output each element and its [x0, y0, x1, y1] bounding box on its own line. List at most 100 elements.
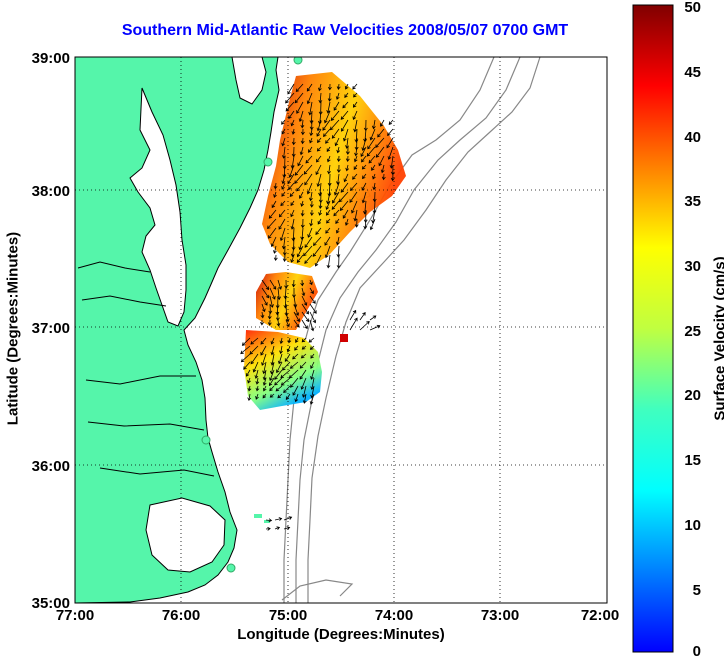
- velocity-arrow: [316, 155, 322, 163]
- velocity-arrow: [294, 173, 304, 184]
- y-tick-label: 38:00: [32, 183, 70, 200]
- velocity-arrow: [280, 377, 291, 386]
- velocity-arrow: [290, 209, 295, 218]
- velocity-arrow: [275, 385, 283, 392]
- velocity-arrow: [306, 83, 313, 92]
- velocity-arrow: [269, 393, 275, 398]
- map-frame: [74, 56, 608, 604]
- velocity-arrow: [309, 137, 313, 144]
- colorbar: [632, 4, 674, 653]
- velocity-arrow: [252, 361, 259, 373]
- velocity-arrow: [261, 303, 266, 313]
- velocity-arrow: [240, 345, 251, 355]
- velocity-arrow: [303, 164, 313, 175]
- velocity-arrow: [278, 209, 286, 218]
- velocity-arrow: [283, 526, 291, 530]
- map-grid: [75, 57, 607, 603]
- velocity-arrow: [261, 279, 270, 291]
- velocity-arrow: [326, 191, 331, 205]
- velocity-arrow: [352, 173, 358, 180]
- velocity-arrow: [375, 137, 385, 148]
- velocity-arrow: [316, 128, 322, 137]
- velocity-arrow: [349, 317, 358, 331]
- velocity-arrow: [344, 83, 349, 90]
- velocity-arrow: [363, 218, 368, 230]
- velocity-arrow: [324, 245, 331, 259]
- velocity-arrow: [300, 218, 305, 229]
- velocity-arrow: [291, 137, 296, 146]
- velocity-arrow: [265, 518, 273, 523]
- velocity-arrow: [309, 128, 314, 137]
- velocity-arrow: [303, 245, 313, 257]
- velocity-arrow: [381, 173, 386, 181]
- velocity-arrow: [317, 218, 322, 225]
- island-shard: [264, 520, 270, 523]
- velocity-arrow: [291, 227, 296, 242]
- y-tick-label: 35:00: [32, 595, 70, 612]
- velocity-arrow: [281, 137, 286, 147]
- velocity-arrow: [361, 191, 367, 204]
- velocity-arrow: [326, 218, 331, 224]
- radar-station-marker: [201, 435, 211, 445]
- velocity-arrow: [318, 92, 323, 104]
- colorbar-tick-label: 25: [684, 323, 701, 340]
- velocity-arrow: [274, 526, 281, 531]
- velocity-arrow: [291, 128, 296, 135]
- velocity-arrow: [367, 137, 376, 150]
- velocity-arrow: [306, 92, 313, 105]
- x-tick-label: 72:00: [581, 607, 619, 624]
- velocity-arrow: [245, 369, 251, 377]
- land-mass: [75, 57, 280, 603]
- velocity-arrow: [310, 369, 315, 380]
- velocity-arrow: [262, 377, 267, 386]
- velocity-arrow: [340, 182, 349, 193]
- velocity-arrow: [289, 191, 295, 197]
- velocity-arrow: [306, 182, 313, 195]
- velocity-arrow: [299, 191, 304, 199]
- velocity-arrow: [327, 92, 332, 102]
- velocity-arrow: [309, 303, 317, 314]
- velocity-arrow: [369, 324, 381, 331]
- velocity-arrow: [333, 101, 340, 111]
- island-shard: [254, 514, 262, 518]
- velocity-arrow: [288, 182, 295, 190]
- velocity-arrow: [331, 128, 340, 139]
- velocity-arrow: [369, 315, 377, 321]
- velocity-arrow: [324, 236, 331, 246]
- velocity-arrow: [247, 385, 252, 392]
- velocity-arrow: [310, 361, 315, 369]
- velocity-arrow: [387, 146, 394, 160]
- velocity-arrow: [263, 385, 267, 392]
- delaware-bay: [231, 57, 267, 105]
- velocity-arrow: [325, 209, 331, 216]
- velocity-arrow: [267, 319, 272, 326]
- velocity-arrow: [269, 369, 275, 381]
- colorbar-label: Surface Velocity (cm/s): [711, 256, 724, 421]
- velocity-arrow: [296, 245, 304, 258]
- velocity-arrow: [279, 227, 286, 242]
- velocity-arrow: [300, 353, 307, 359]
- velocity-arrow: [345, 155, 350, 163]
- velocity-arrow: [361, 137, 367, 152]
- velocity-arrow: [298, 236, 304, 251]
- velocity-arrow: [371, 119, 376, 130]
- velocity-arrow: [377, 128, 385, 138]
- page-title: Southern Mid-Atlantic Raw Velocities 200…: [121, 22, 569, 39]
- velocity-arrow: [312, 236, 322, 246]
- x-tick-label: 73:00: [481, 607, 519, 624]
- velocity-arrow: [278, 218, 286, 230]
- velocity-arrow: [309, 345, 315, 350]
- velocity-arrow: [262, 393, 267, 399]
- velocity-arrow: [368, 155, 376, 164]
- velocity-arrow: [285, 92, 295, 104]
- velocity-arrow: [279, 337, 284, 345]
- colorbar-tick-labels: 50 45 40 35 30 25 20 15 10 5 0: [684, 0, 701, 659]
- velocity-arrow: [308, 101, 313, 116]
- velocity-arrow: [293, 311, 300, 323]
- velocity-arrow: [354, 146, 358, 157]
- velocity-arrow: [283, 287, 288, 300]
- velocity-arrow: [265, 526, 271, 531]
- velocity-arrow: [327, 83, 332, 91]
- velocity-arrow: [268, 209, 277, 219]
